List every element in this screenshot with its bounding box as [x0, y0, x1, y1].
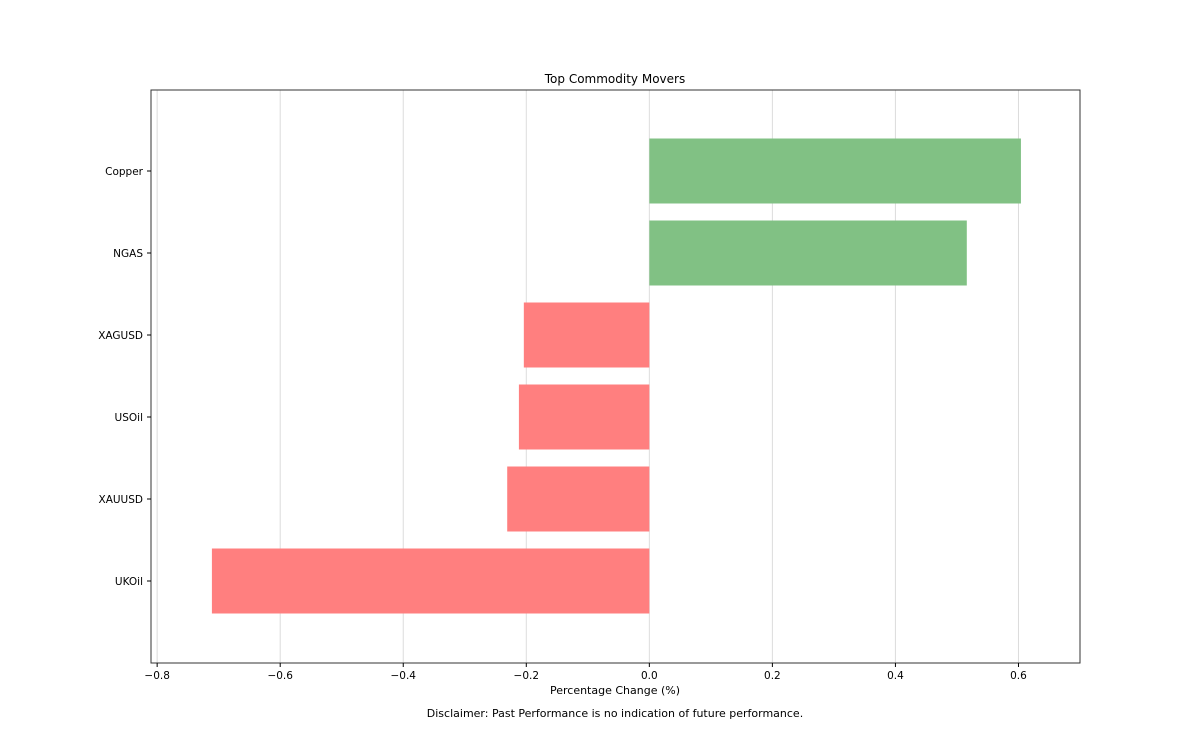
bar-xauusd [507, 466, 650, 532]
chart-title: Top Commodity Movers [544, 72, 685, 86]
bar-xagusd [523, 302, 650, 368]
bar-usoil [518, 384, 650, 450]
y-tick-label: Copper [105, 166, 144, 178]
bar-copper [649, 138, 1021, 204]
x-tick-label: −0.8 [144, 670, 170, 682]
y-tick-label: XAUUSD [99, 494, 144, 506]
y-tick-label: UKOil [115, 576, 143, 588]
x-tick-label: −0.6 [267, 670, 293, 682]
x-tick-label: −0.4 [390, 670, 416, 682]
x-axis-ticks: −0.8 −0.6 −0.4 −0.2 0.0 0.2 0.4 0.6 [144, 663, 1027, 682]
y-axis-ticks: Copper NGAS XAGUSD USOil XAUUSD UKOil [98, 166, 151, 588]
y-tick-label: XAGUSD [98, 330, 143, 342]
x-tick-label: 0.0 [641, 670, 658, 682]
x-tick-label: 0.2 [764, 670, 781, 682]
y-tick-label: USOil [115, 412, 143, 424]
x-tick-label: 0.4 [887, 670, 904, 682]
x-axis-label: Percentage Change (%) [550, 684, 680, 697]
y-tick-label: NGAS [113, 248, 143, 260]
x-tick-label: 0.6 [1010, 670, 1027, 682]
x-tick-label: −0.2 [514, 670, 540, 682]
plot-frame [150, 89, 1081, 664]
bar-ukoil [211, 548, 650, 614]
disclaimer-text: Disclaimer: Past Performance is no indic… [427, 707, 803, 720]
bars [211, 138, 1021, 614]
bar-ngas [649, 220, 967, 286]
